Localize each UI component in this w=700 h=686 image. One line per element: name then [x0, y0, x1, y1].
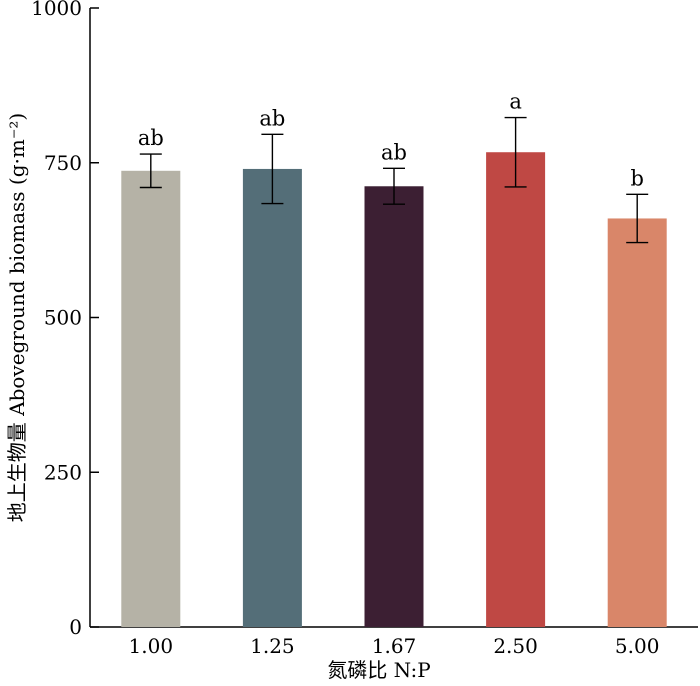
- x-tick-label: 1.25: [250, 634, 295, 658]
- significance-label: a: [509, 90, 522, 114]
- y-tick-labels: 0 250 500 750 1000: [31, 0, 82, 639]
- error-bars: [139, 116, 649, 244]
- x-axis-title: 氮磷比 N:P: [327, 658, 430, 682]
- y-tick-label: 750: [44, 151, 82, 175]
- significance-label: ab: [259, 106, 285, 130]
- x-tick-label: 5.00: [615, 634, 660, 658]
- y-tick-label: 0: [69, 615, 82, 639]
- y-tick-label: 250: [44, 460, 82, 484]
- significance-label: ab: [138, 126, 164, 150]
- y-axis-title: 地上生物量 Aboveground biomass (g·m⁻²): [5, 113, 29, 522]
- significance-label: b: [630, 166, 643, 190]
- bars: [121, 152, 667, 628]
- bar: [364, 186, 424, 627]
- bar: [607, 218, 667, 627]
- y-tick-label: 500: [44, 306, 82, 330]
- y-tick-label: 1000: [31, 0, 82, 20]
- x-tick-label: 2.50: [493, 634, 538, 658]
- bar: [121, 170, 181, 627]
- x-tick-labels: 1.00 1.25 1.67 2.50 5.00: [129, 634, 660, 658]
- significance-label: ab: [381, 140, 407, 164]
- x-tick-label: 1.67: [372, 634, 417, 658]
- bar: [486, 152, 546, 628]
- bar: [242, 168, 302, 627]
- x-tick-label: 1.00: [129, 634, 174, 658]
